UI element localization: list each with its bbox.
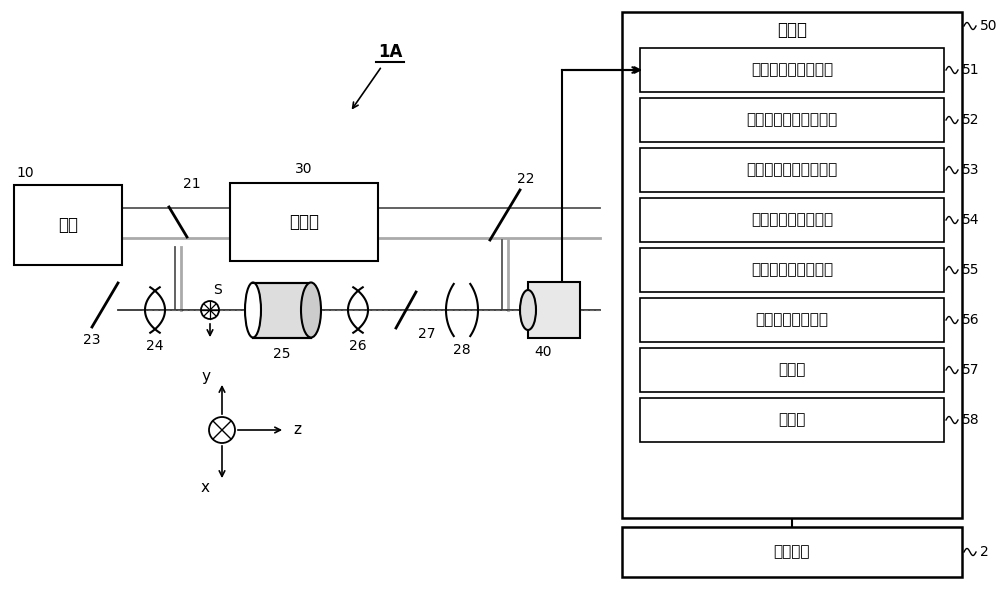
Bar — [640, 98, 944, 142]
Text: 52: 52 — [962, 113, 979, 127]
Text: 二维相位图像生成部: 二维相位图像生成部 — [751, 213, 833, 227]
Text: 移频器: 移频器 — [289, 213, 319, 231]
Bar — [253, 282, 311, 337]
Text: 56: 56 — [962, 313, 980, 327]
Text: S: S — [213, 283, 222, 297]
Text: 解析部: 解析部 — [777, 21, 807, 39]
Bar — [640, 348, 944, 392]
Text: 40: 40 — [534, 345, 552, 359]
Text: 28: 28 — [453, 343, 471, 357]
Text: 21: 21 — [183, 177, 201, 191]
Text: 2: 2 — [980, 545, 989, 559]
Text: 折射率分布计算部: 折射率分布计算部 — [756, 313, 828, 327]
Bar — [622, 12, 962, 518]
Text: 第一复振幅图像生成部: 第一复振幅图像生成部 — [746, 112, 838, 127]
Text: 30: 30 — [295, 162, 313, 176]
Bar — [230, 183, 378, 261]
Text: 10: 10 — [16, 166, 34, 180]
Ellipse shape — [245, 282, 261, 337]
Text: x: x — [201, 481, 210, 496]
Text: 干涉强度图像取得部: 干涉强度图像取得部 — [751, 63, 833, 78]
Text: 存储部: 存储部 — [778, 413, 806, 427]
Text: y: y — [201, 369, 210, 384]
Text: 53: 53 — [962, 163, 979, 177]
Text: 1A: 1A — [378, 43, 402, 61]
Bar — [640, 198, 944, 242]
Text: 第二复振幅图像生成部: 第二复振幅图像生成部 — [746, 162, 838, 178]
Text: 26: 26 — [349, 339, 367, 353]
Text: 24: 24 — [146, 339, 164, 353]
Bar — [640, 298, 944, 342]
Bar — [622, 527, 962, 577]
Text: 光源: 光源 — [58, 216, 78, 234]
Text: 58: 58 — [962, 413, 980, 427]
Text: 显示部: 显示部 — [778, 362, 806, 378]
Text: 51: 51 — [962, 63, 980, 77]
Bar — [640, 248, 944, 292]
Text: z: z — [293, 423, 301, 437]
Text: 57: 57 — [962, 363, 979, 377]
Bar — [640, 48, 944, 92]
Text: 55: 55 — [962, 263, 979, 277]
Ellipse shape — [301, 282, 321, 337]
Text: 23: 23 — [83, 333, 101, 347]
Text: 25: 25 — [273, 346, 291, 361]
Bar — [640, 398, 944, 442]
Text: 27: 27 — [418, 327, 436, 341]
Text: 22: 22 — [517, 172, 534, 186]
Text: 50: 50 — [980, 19, 997, 33]
Bar — [640, 148, 944, 192]
Text: 存储介质: 存储介质 — [774, 545, 810, 559]
Ellipse shape — [520, 290, 536, 330]
Text: 三维相位图像生成部: 三维相位图像生成部 — [751, 262, 833, 278]
Bar — [14, 185, 122, 265]
Text: 54: 54 — [962, 213, 979, 227]
Bar — [528, 282, 580, 338]
